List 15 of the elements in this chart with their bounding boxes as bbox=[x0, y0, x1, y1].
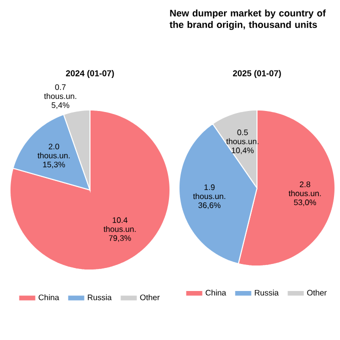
data-label: 1.9 thous.un. 36,6% bbox=[193, 184, 226, 210]
data-label: 2.0 thous.un. 15,3% bbox=[38, 144, 70, 168]
legend-label: Other bbox=[307, 290, 327, 296]
legend-label: Other bbox=[140, 294, 160, 300]
data-label: 2.8 thous.un. 53,0% bbox=[288, 182, 321, 206]
chart-subtitle: 2025 (01-07) bbox=[232, 70, 281, 78]
chart-title: New dumper market by country of the brand origin, thousand units bbox=[170, 10, 326, 30]
data-label: 0.5 thous.un. 10,4% bbox=[226, 130, 258, 154]
legend-label: Russia bbox=[88, 294, 112, 300]
legend-label: China bbox=[38, 294, 60, 300]
data-label: 0.7 thous.un. 5,4% bbox=[44, 84, 76, 109]
data-label: 10.4 thous.un. 79,3% bbox=[104, 217, 136, 242]
legend-label: China bbox=[206, 290, 226, 296]
legend-label: Russia bbox=[254, 290, 279, 296]
chart-subtitle: 2024 (01-07) bbox=[66, 70, 114, 78]
